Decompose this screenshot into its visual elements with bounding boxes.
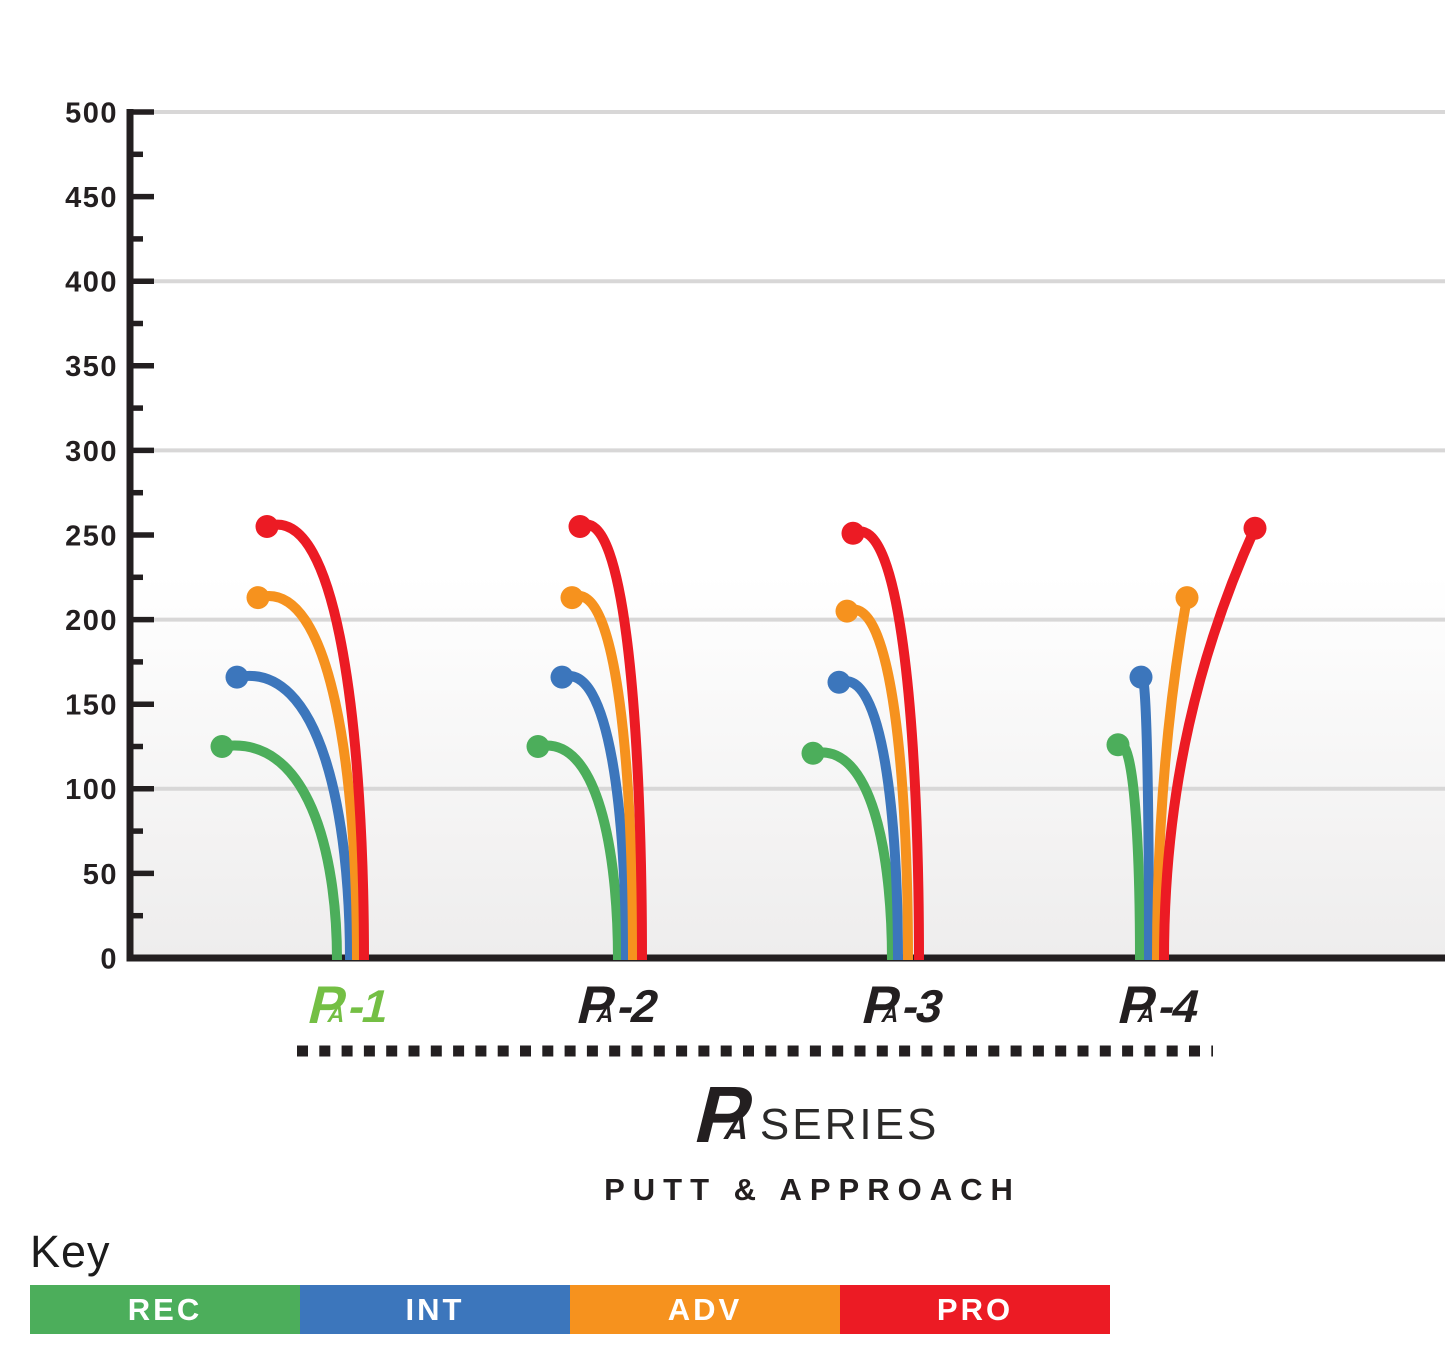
y-axis-label-100: 100 xyxy=(65,774,118,806)
y-axis-label-0: 0 xyxy=(100,943,118,975)
landing-dot-PA-1-INT xyxy=(225,665,249,689)
series-label: SERIES xyxy=(759,1099,940,1149)
key-segment-REC: REC xyxy=(30,1285,300,1334)
key-title: Key xyxy=(30,1226,111,1277)
flight-curve-PA-1-PRO xyxy=(265,519,369,961)
landing-dot-PA-3-ADV xyxy=(835,599,859,623)
flight-curve-PA-1-REC xyxy=(221,740,342,961)
x-label-logo-number: -4 xyxy=(1153,980,1204,1033)
y-axis-label-450: 450 xyxy=(65,182,118,214)
flight-curve-PA-3-ADV xyxy=(844,604,913,961)
y-axis-label-400: 400 xyxy=(65,267,118,299)
landing-dot-PA-3-REC xyxy=(801,741,825,765)
landing-dot-PA-3-PRO xyxy=(841,521,865,545)
landing-dot-PA-4-REC xyxy=(1106,733,1130,757)
flight-curve-PA-3-REC xyxy=(811,747,897,961)
y-axis-label-200: 200 xyxy=(65,605,118,637)
flight-chart: 0 50 100 150 200 250 300 350 400 450 500 xyxy=(65,97,1445,1057)
y-axis-label-50: 50 xyxy=(83,859,118,891)
landing-dot-PA-1-ADV xyxy=(246,586,270,610)
y-axis-label-350: 350 xyxy=(65,351,118,383)
flight-curve-PA-2-PRO xyxy=(577,519,647,961)
x-label-PA-4: P A -4 xyxy=(1074,974,1247,1035)
landing-dot-PA-2-INT xyxy=(550,665,574,689)
flight-curve-PA-2-REC xyxy=(536,740,623,961)
flight-curve-PA-3-PRO xyxy=(850,526,924,961)
flight-curve-PA-1-ADV xyxy=(256,591,362,961)
landing-dot-PA-4-ADV xyxy=(1175,586,1199,610)
landing-dot-PA-2-ADV xyxy=(560,586,584,610)
landing-dot-PA-4-PRO xyxy=(1243,516,1267,540)
landing-dot-PA-3-INT xyxy=(827,670,851,694)
x-label-PA-2: P A -2 xyxy=(533,974,706,1035)
flight-curve-PA-2-ADV xyxy=(569,591,638,961)
y-axis-label-500: 500 xyxy=(65,97,118,129)
landing-dot-PA-2-REC xyxy=(526,735,550,758)
x-label-logo-number: -3 xyxy=(897,980,948,1033)
key-segment-INT: INT xyxy=(300,1285,570,1334)
landing-dot-PA-1-REC xyxy=(210,735,234,758)
landing-dot-PA-4-INT xyxy=(1129,665,1153,689)
landing-dot-PA-2-PRO xyxy=(568,515,592,539)
key-segment-ADV: ADV xyxy=(570,1285,840,1334)
y-axis-label-250: 250 xyxy=(65,520,118,552)
x-label-logo-number: -1 xyxy=(343,980,394,1033)
x-label-PA-3: P A -3 xyxy=(818,974,991,1035)
y-axis-label-300: 300 xyxy=(65,436,118,468)
flight-curve-PA-2-INT xyxy=(560,670,631,961)
series-subtitle-row: PUTT & APPROACH xyxy=(0,1172,1445,1208)
flight-curve-PA-4-ADV xyxy=(1152,596,1192,961)
x-label-logo-number: -2 xyxy=(612,980,663,1033)
flight-curve-PA-4-PRO xyxy=(1159,526,1260,961)
x-label-PA-1: P A -1 xyxy=(264,974,437,1035)
flight-curve-PA-3-INT xyxy=(837,676,903,961)
y-axis-label-150: 150 xyxy=(65,690,118,722)
key-legend: REC INT ADV PRO xyxy=(30,1285,1110,1334)
series-subtitle: PUTT & APPROACH xyxy=(604,1172,1021,1207)
landing-dot-PA-1-PRO xyxy=(255,515,279,539)
flight-curve-PA-1-INT xyxy=(236,670,355,961)
key-segment-PRO: PRO xyxy=(840,1285,1110,1334)
